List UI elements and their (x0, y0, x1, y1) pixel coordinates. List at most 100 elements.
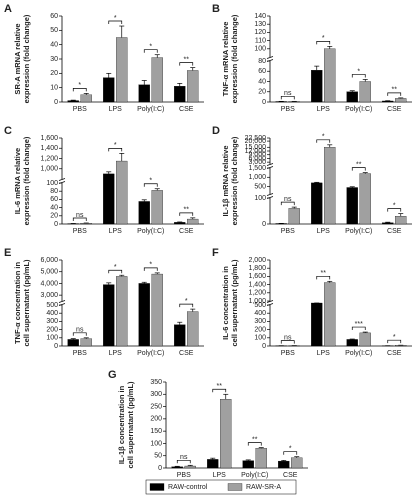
y-tick-label: 100 (46, 335, 58, 342)
bar (346, 187, 358, 225)
y-axis-label: cell supernatant (pg/mL) (230, 259, 239, 347)
significance-bracket (143, 183, 158, 187)
bar (116, 37, 128, 103)
y-tick-label: 2,000 (248, 257, 266, 264)
significance-label: * (149, 262, 152, 269)
y-tick-label: 1,600 (40, 135, 58, 142)
significance-label: * (78, 82, 81, 89)
x-tick-label: CSE (387, 228, 402, 235)
y-tick-label: 6,000 (248, 155, 266, 162)
error-bar (177, 321, 183, 325)
bar (171, 466, 183, 469)
y-axis-label: IL-1β mRNA relative (221, 146, 230, 217)
error-bar (349, 186, 355, 188)
significance-bracket (247, 442, 262, 446)
significance-bracket (212, 388, 227, 393)
significance-bracket (316, 139, 331, 143)
x-tick-label: CSE (179, 350, 194, 357)
bar (255, 448, 267, 469)
bar (187, 311, 199, 347)
x-tick-label: CSE (179, 228, 194, 235)
significance-bracket (176, 459, 191, 464)
bar (184, 465, 196, 469)
x-tick-label: CSE (179, 106, 194, 113)
y-axis-label: expression (fold change) (230, 136, 239, 225)
significance-label: * (114, 15, 117, 22)
error-bar (245, 459, 251, 461)
significance-label: ** (356, 161, 362, 168)
y-axis-label: expression (fold change) (22, 14, 31, 103)
y-tick-label: 40 (50, 42, 58, 49)
y-tick-label: 250 (150, 403, 162, 410)
y-tick-label: 1,000 (248, 174, 266, 181)
error-bar (398, 97, 404, 99)
significance-bracket (179, 212, 194, 216)
y-tick-label: 110 (255, 37, 266, 44)
y-tick-label: 40 (258, 78, 266, 85)
panel-label: D (212, 125, 220, 137)
significance-bracket (280, 201, 295, 206)
y-tick-label: 1,400 (248, 281, 266, 288)
legend-label: RAW-control (168, 484, 208, 491)
axis-break (266, 56, 274, 59)
error-bar (154, 272, 160, 275)
y-tick-label: 0 (158, 465, 162, 472)
significance-label: ns (284, 196, 292, 203)
significance-label: ns (180, 454, 188, 461)
x-tick-label: PBS (281, 350, 295, 357)
y-tick-label: 80 (50, 188, 58, 195)
error-bar (314, 65, 320, 71)
bar (382, 100, 394, 103)
error-bar (362, 79, 368, 82)
y-axis-label: cell supernatant (pg/mL) (22, 259, 31, 347)
y-tick-label: 1,000 (248, 298, 266, 305)
significance-bracket (108, 269, 123, 274)
significance-bracket (108, 148, 123, 152)
significance-label: * (322, 35, 325, 42)
significance-bracket (351, 326, 366, 331)
y-tick-label: 150 (150, 428, 162, 435)
significance-label: * (114, 142, 117, 149)
y-tick-label: 30 (50, 56, 58, 63)
error-bar (70, 338, 76, 340)
error-bar (141, 199, 147, 202)
significance-label: ** (184, 56, 190, 63)
x-tick-label: LPS (213, 472, 227, 479)
error-bar (362, 172, 368, 174)
significance-bracket (280, 95, 295, 100)
error-bar (154, 54, 160, 58)
error-bar (314, 181, 320, 183)
panel-label: A (4, 3, 12, 15)
y-axis-label: IL-6 mRNA relative (13, 148, 22, 214)
y-tick-label: 50 (50, 27, 58, 34)
significance-label: ns (76, 327, 84, 334)
bar (116, 276, 128, 347)
x-tick-label: LPS (317, 350, 331, 357)
y-tick-label: 300 (254, 318, 266, 325)
y-tick-label: 20,000 (245, 138, 267, 145)
bar (138, 201, 150, 225)
error-bar (119, 25, 125, 38)
x-tick-label: CSE (387, 350, 402, 357)
bar (359, 81, 371, 103)
bar (324, 282, 336, 347)
significance-label: * (185, 298, 188, 305)
significance-bracket (351, 74, 366, 78)
bar (67, 100, 79, 103)
y-tick-label: 80 (258, 58, 266, 65)
bar (220, 399, 232, 469)
error-bar (141, 281, 147, 284)
x-tick-label: Poly(I:C) (137, 228, 164, 235)
y-tick-label: 15,000 (245, 144, 267, 151)
significance-label: ns (76, 212, 84, 219)
y-tick-label: 100 (46, 180, 58, 187)
significance-bracket (316, 275, 331, 280)
y-tick-label: 0 (54, 99, 58, 106)
significance-bracket (143, 49, 158, 53)
x-tick-label: PBS (73, 106, 87, 113)
axis-break (58, 178, 66, 181)
axis-break (58, 300, 66, 303)
x-tick-label: PBS (73, 350, 87, 357)
bar (67, 339, 79, 347)
